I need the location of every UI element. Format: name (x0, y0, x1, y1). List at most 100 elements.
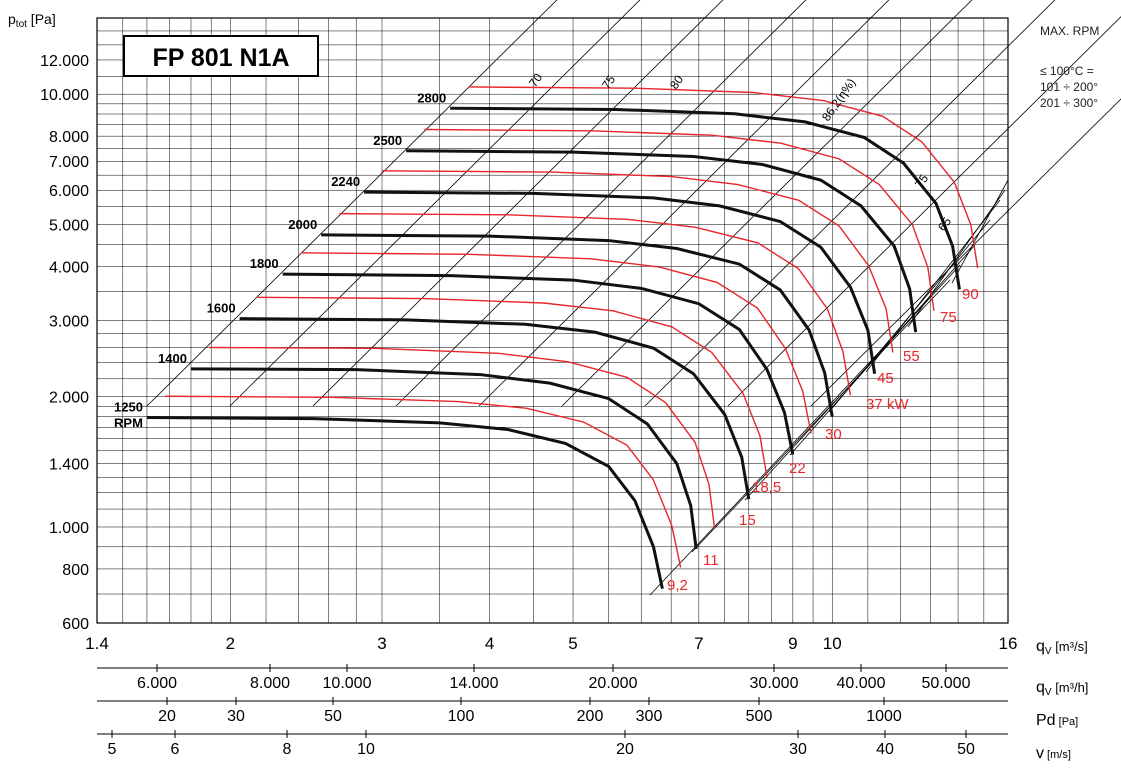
power-curve (300, 252, 812, 434)
speed-curve (190, 367, 698, 550)
power-label: 15 (739, 512, 756, 529)
power-curve (257, 296, 768, 478)
y-tick-label: 8.000 (49, 129, 89, 146)
system-line (810, 98, 1121, 407)
extra-axis-tick-label: 50.000 (922, 675, 971, 692)
system-line (146, 0, 558, 407)
extra-axis-tick-label: 10 (357, 741, 375, 758)
efficiency-label: 86,2(η%) (819, 76, 858, 124)
speed-label: 1800 (250, 256, 279, 271)
extra-axis-tick-label: 20.000 (589, 675, 638, 692)
extra-axis-label: qV [m³/h] (1036, 679, 1088, 698)
y-tick-label: 600 (62, 616, 89, 633)
speed-label: 2800 (417, 90, 446, 105)
system-line (312, 0, 724, 407)
extra-axis-tick-label: 1000 (866, 708, 902, 725)
extra-axis-tick-label: 6.000 (137, 675, 177, 692)
power-label: 22 (789, 460, 806, 477)
efficiency-line (744, 264, 961, 501)
max-rpm-line-3: 201 ÷ 300° (1040, 96, 1099, 110)
power-curve (339, 212, 852, 396)
extra-axis-tick-label: 8.000 (250, 675, 290, 692)
power-label: 11 (703, 552, 719, 569)
efficiency-line (907, 189, 1006, 328)
extra-axis-tick-label: 500 (746, 708, 773, 725)
power-label: 55 (903, 348, 920, 365)
power-curve (468, 86, 979, 269)
efficiency-label: 65 (935, 214, 954, 233)
x-tick-label: 1.4 (85, 634, 109, 653)
y-tick-label: 1.000 (49, 520, 89, 537)
system-line (395, 0, 807, 407)
speed-label: 2500 (373, 133, 402, 148)
speed-curve (146, 416, 664, 590)
extra-axis-tick-label: 40.000 (837, 675, 886, 692)
extra-axis-tick-label: 50 (324, 708, 342, 725)
speed-label: 1400 (158, 351, 187, 366)
y-tick-label: 2.000 (49, 390, 89, 407)
power-curve (424, 128, 935, 311)
y-tick-label: 5.000 (49, 217, 89, 234)
power-label: 75 (940, 309, 957, 326)
power-label: 37 kW (866, 396, 909, 413)
title-box (123, 35, 319, 77)
efficiency-label: 75 (912, 171, 931, 190)
speed-unit-label: RPM (114, 416, 143, 431)
power-label: 18,5 (752, 479, 781, 496)
system-line (561, 0, 973, 407)
y-tick-label: 3.000 (49, 314, 89, 331)
power-label: 9,2 (667, 577, 688, 594)
system-line (478, 0, 890, 407)
extra-axis-tick-label: 100 (448, 708, 475, 725)
x-tick-label: 2 (226, 634, 235, 653)
speed-curve (406, 149, 918, 333)
power-curve (165, 395, 682, 568)
speed-label: 2000 (288, 217, 317, 232)
power-curve (209, 346, 716, 528)
x-tick-label: 4 (485, 634, 494, 653)
system-line (727, 16, 1121, 407)
chart-title: FP 801 N1A (152, 44, 289, 72)
system-line (644, 0, 1056, 407)
extra-axis-tick-label: 30 (227, 708, 245, 725)
x-axis-label: qV [m³/s] (1036, 638, 1088, 657)
x-tick-label: 9 (788, 634, 797, 653)
efficiency-line (649, 329, 901, 596)
y-tick-label: 6.000 (49, 183, 89, 200)
power-label: 90 (962, 286, 979, 303)
extra-axis-tick-label: 10.000 (323, 675, 372, 692)
efficiency-label: 75 (599, 72, 618, 91)
extra-axis-label: Pd [Pa] (1036, 712, 1078, 729)
y-tick-label: 10.000 (40, 87, 89, 104)
speed-curve (364, 190, 877, 374)
extra-axis-tick-label: 50 (957, 741, 975, 758)
speed-curve (321, 233, 834, 417)
extra-axis-tick-label: 20 (616, 741, 634, 758)
speed-label: 2240 (331, 174, 360, 189)
max-rpm-title: MAX. RPM (1040, 24, 1100, 38)
extra-axis-tick-label: 6 (171, 741, 180, 758)
speed-curve (450, 106, 961, 290)
power-label: 30 (825, 426, 842, 443)
x-tick-label: 16 (999, 634, 1018, 653)
y-tick-label: 12.000 (40, 53, 89, 70)
extra-axis-tick-label: 40 (876, 741, 894, 758)
power-curve (382, 170, 894, 353)
extra-axis-tick-label: 14.000 (450, 675, 499, 692)
extra-axis-tick-label: 5 (108, 741, 117, 758)
power-label: 45 (877, 370, 894, 387)
extra-axis-tick-label: 8 (283, 741, 292, 758)
extra-axis-label: v [m/s] (1036, 745, 1071, 762)
y-tick-label: 1.400 (49, 457, 89, 474)
extra-axis-tick-label: 300 (636, 708, 663, 725)
y-tick-label: 7.000 (49, 154, 89, 171)
y-tick-label: 800 (62, 562, 89, 579)
max-rpm-line-2: 101 ÷ 200° (1040, 80, 1099, 94)
extra-axis-tick-label: 200 (577, 708, 604, 725)
x-tick-label: 5 (568, 634, 577, 653)
extra-axis-tick-label: 30 (789, 741, 807, 758)
x-tick-label: 10 (823, 634, 842, 653)
efficiency-line (951, 179, 1009, 284)
x-tick-label: 7 (694, 634, 703, 653)
